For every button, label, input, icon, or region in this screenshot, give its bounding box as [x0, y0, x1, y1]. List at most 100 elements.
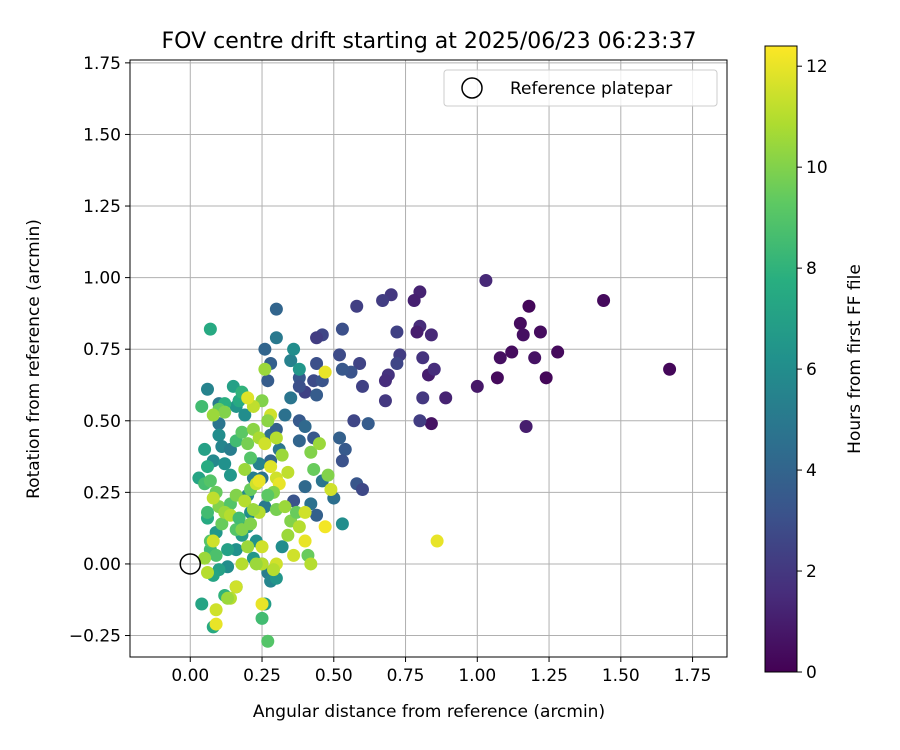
reference-marker [179, 553, 202, 575]
x-tick-label: 1.25 [530, 666, 568, 686]
data-point [424, 417, 438, 431]
data-point [221, 591, 235, 605]
x-tick-label: 1.50 [602, 666, 640, 686]
data-point [298, 420, 312, 434]
data-point [241, 540, 255, 554]
colorbar: 0 2 4 6 8 10 12 Hours from first FF file [764, 45, 865, 683]
data-point [335, 322, 349, 336]
data-point [244, 451, 258, 465]
data-point [200, 505, 214, 519]
data-point [355, 482, 369, 496]
data-point [284, 354, 298, 368]
data-point [198, 551, 212, 565]
data-point [333, 431, 347, 445]
data-point [200, 566, 214, 580]
data-point [310, 357, 324, 371]
data-point [551, 345, 565, 359]
data-point [244, 517, 258, 531]
data-point [241, 437, 255, 451]
x-tick-label: 0.75 [387, 666, 425, 686]
data-point [209, 603, 223, 617]
data-point [505, 345, 519, 359]
data-point [522, 299, 536, 313]
chart-title: FOV centre drift starting at 2025/06/23 … [162, 29, 697, 54]
data-point [206, 408, 220, 422]
data-point [238, 408, 252, 422]
data-point [376, 294, 390, 308]
data-point [378, 394, 392, 408]
data-point [255, 540, 269, 554]
data-point [218, 457, 232, 471]
y-tick-label: −0.25 [69, 627, 121, 647]
data-point [355, 379, 369, 393]
data-point [292, 520, 306, 534]
data-point [261, 414, 275, 428]
data-point [292, 434, 306, 448]
y-tick-label: 1.25 [83, 197, 121, 217]
data-point [304, 557, 318, 571]
colorbar-label: Hours from first FF file [845, 264, 865, 454]
legend-box [443, 69, 718, 107]
y-axis-ticks: −0.25 0.00 0.25 0.50 0.75 1.00 1.25 1.50 1.75 [69, 54, 130, 647]
data-point [410, 325, 424, 339]
data-point [241, 391, 255, 405]
data-point [252, 474, 266, 488]
data-point [516, 328, 530, 342]
data-point [298, 480, 312, 494]
data-point [310, 331, 324, 345]
data-point [221, 543, 235, 557]
data-point [209, 617, 223, 631]
y-tick-label: 1.75 [83, 54, 121, 74]
y-tick-label: 0.00 [83, 555, 121, 575]
data-point [235, 425, 249, 439]
data-point [238, 494, 252, 508]
data-point [206, 491, 220, 505]
legend: Reference platepar [443, 69, 718, 107]
data-point [427, 362, 441, 376]
data-point [275, 540, 289, 554]
data-point [261, 374, 275, 388]
data-point [249, 557, 263, 571]
data-point [258, 362, 272, 376]
data-point [200, 460, 214, 474]
data-point [206, 534, 220, 548]
data-point [264, 460, 278, 474]
colorbar-ticks: 0 2 4 6 8 10 12 [797, 57, 828, 683]
colorbar-tick-label: 8 [806, 259, 817, 279]
data-point [275, 448, 289, 462]
data-point [232, 511, 246, 525]
data-point [292, 362, 306, 376]
data-point [310, 508, 324, 522]
data-point [321, 468, 335, 482]
data-point [218, 405, 232, 419]
data-point [407, 294, 421, 308]
data-point [335, 517, 349, 531]
grid [130, 60, 727, 657]
data-point [267, 563, 281, 577]
colorbar-tick-label: 4 [806, 461, 817, 481]
data-point [215, 517, 229, 531]
colorbar-tick-label: 10 [806, 158, 828, 178]
data-point [353, 357, 367, 371]
colorbar-tick-label: 12 [806, 57, 828, 77]
data-point [424, 328, 438, 342]
data-point [663, 362, 677, 376]
data-point [318, 520, 332, 534]
x-tick-label: 0.50 [315, 666, 353, 686]
colorbar-tick-label: 0 [806, 663, 817, 683]
data-point [304, 445, 318, 459]
data-point [195, 399, 209, 413]
data-point [287, 342, 301, 356]
y-tick-label: 1.50 [83, 125, 121, 145]
data-point [378, 374, 392, 388]
x-tick-label: 0.00 [171, 666, 209, 686]
data-point [298, 505, 312, 519]
data-point [269, 331, 283, 345]
data-point [261, 634, 275, 648]
data-point [269, 431, 283, 445]
data-point [338, 442, 352, 456]
data-point [413, 414, 427, 428]
data-point [347, 414, 361, 428]
data-points [192, 273, 677, 648]
data-point [310, 388, 324, 402]
